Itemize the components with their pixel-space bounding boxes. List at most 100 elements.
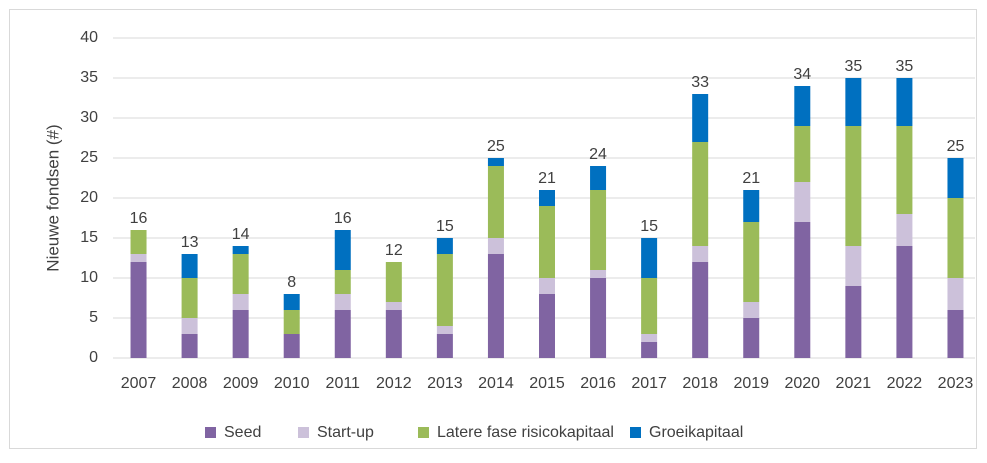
bar-segment bbox=[947, 198, 964, 278]
x-tick-label: 2020 bbox=[784, 375, 820, 392]
bar-segment bbox=[641, 278, 658, 334]
x-tick-label: 2014 bbox=[478, 375, 514, 392]
total-label: 8 bbox=[287, 274, 296, 291]
bar-segment bbox=[181, 254, 198, 278]
total-label: 34 bbox=[793, 66, 811, 83]
x-tick-label: 2009 bbox=[223, 375, 259, 392]
bar-segment bbox=[896, 78, 913, 126]
x-tick-label: 2017 bbox=[631, 375, 667, 392]
y-tick-label: 25 bbox=[80, 149, 98, 166]
bar-segment bbox=[590, 190, 607, 270]
bar-segment bbox=[743, 302, 760, 318]
bar-segment bbox=[334, 294, 351, 310]
legend-label: Start-up bbox=[317, 424, 374, 441]
bar-segment bbox=[794, 126, 811, 182]
bar-segment bbox=[743, 318, 760, 358]
y-tick-label: 0 bbox=[89, 349, 98, 366]
total-label: 14 bbox=[232, 226, 250, 243]
bar-segment bbox=[692, 246, 709, 262]
legend-label: Groeikapitaal bbox=[649, 424, 743, 441]
bar-segment bbox=[385, 310, 402, 358]
bar-segment bbox=[539, 206, 555, 278]
total-label: 15 bbox=[640, 218, 658, 235]
bar-segment bbox=[947, 278, 964, 310]
bar-segment bbox=[487, 166, 504, 238]
bar-segment bbox=[385, 262, 402, 302]
total-label: 16 bbox=[334, 210, 352, 227]
legend-swatch bbox=[298, 427, 309, 438]
bar-segment bbox=[385, 302, 402, 310]
x-tick-label: 2018 bbox=[682, 375, 718, 392]
bar-segment bbox=[181, 318, 198, 334]
total-label: 13 bbox=[181, 234, 199, 251]
x-tick-label: 2013 bbox=[427, 375, 463, 392]
x-tick-label: 2016 bbox=[580, 375, 616, 392]
bar-segment bbox=[130, 230, 147, 254]
bar-segment bbox=[232, 310, 249, 358]
y-tick-label: 5 bbox=[89, 309, 98, 326]
x-tick-label: 2012 bbox=[376, 375, 412, 392]
legend-label: Latere fase risicokapitaal bbox=[437, 424, 614, 441]
bar-segment bbox=[845, 126, 862, 246]
total-label: 12 bbox=[385, 242, 403, 259]
legend-swatch bbox=[418, 427, 429, 438]
bar-segment bbox=[232, 246, 249, 254]
x-tick-label: 2019 bbox=[733, 375, 769, 392]
bar-segment bbox=[436, 326, 453, 334]
bar-segment bbox=[181, 334, 198, 358]
y-axis-label: Nieuwe fondsen (#) bbox=[43, 124, 62, 271]
bar-segment bbox=[334, 270, 351, 294]
bar-segment bbox=[692, 262, 709, 358]
total-label: 24 bbox=[589, 146, 607, 163]
bar-segment bbox=[845, 286, 862, 358]
legend-label: Seed bbox=[224, 424, 261, 441]
y-tick-label: 10 bbox=[80, 269, 98, 286]
bar-segment bbox=[692, 94, 709, 142]
total-label: 35 bbox=[896, 58, 914, 75]
bar-segment bbox=[641, 342, 658, 358]
total-label: 15 bbox=[436, 218, 454, 235]
bar-segment bbox=[283, 294, 300, 310]
x-tick-label: 2022 bbox=[887, 375, 923, 392]
bar-segment bbox=[590, 270, 607, 278]
legend-swatch bbox=[630, 427, 641, 438]
bar-segment bbox=[487, 238, 504, 254]
x-tick-label: 2021 bbox=[836, 375, 872, 392]
total-label: 35 bbox=[844, 58, 862, 75]
bar-segment bbox=[487, 158, 504, 166]
bar-segment bbox=[590, 278, 607, 358]
bar-segment bbox=[181, 278, 198, 318]
bar-segment bbox=[743, 190, 760, 222]
bar-segment bbox=[436, 254, 453, 326]
bar-segment bbox=[590, 166, 607, 190]
y-tick-label: 35 bbox=[80, 69, 98, 86]
bar-segment bbox=[845, 246, 862, 286]
bar-segment bbox=[334, 310, 351, 358]
x-tick-label: 2023 bbox=[938, 375, 974, 392]
total-label: 25 bbox=[947, 138, 965, 155]
total-label: 33 bbox=[691, 74, 709, 91]
bar-segment bbox=[436, 334, 453, 358]
bar-segment bbox=[947, 310, 964, 358]
bar-segment bbox=[130, 254, 147, 262]
bar-segment bbox=[794, 86, 811, 126]
bar-segment bbox=[334, 230, 351, 270]
total-label: 21 bbox=[538, 170, 556, 187]
bar-segment bbox=[845, 78, 862, 126]
x-tick-label: 2011 bbox=[326, 375, 361, 392]
bar-segment bbox=[436, 238, 453, 254]
total-label: 21 bbox=[742, 170, 760, 187]
y-tick-label: 15 bbox=[80, 229, 98, 246]
x-tick-label: 2008 bbox=[172, 375, 208, 392]
x-tick-label: 2010 bbox=[274, 375, 310, 392]
total-label: 25 bbox=[487, 138, 505, 155]
y-tick-label: 40 bbox=[80, 29, 98, 46]
bar-segment bbox=[539, 278, 555, 294]
legend-swatch bbox=[205, 427, 216, 438]
bar-segment bbox=[130, 262, 147, 358]
x-tick-label: 2015 bbox=[529, 375, 565, 392]
y-tick-label: 20 bbox=[80, 189, 98, 206]
bar-segment bbox=[794, 222, 811, 358]
bar-segment bbox=[539, 190, 555, 206]
